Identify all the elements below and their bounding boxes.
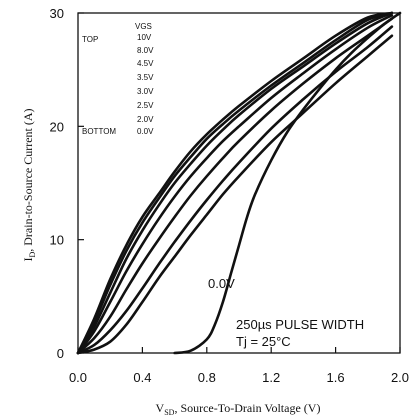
legend-entry-3: 3.5V [137,73,154,82]
temperature-annotation: Tj = 25°C [236,334,291,349]
legend: VGS TOP BOTTOM 10V 8.0V 4.5V 3.5V 3.0V 2… [82,22,154,136]
x-axis-label: VSD, Source-To-Drain Voltage (V) [156,401,321,417]
series-line-8-0v [76,11,394,355]
x-axis-label-rest: , Source-To-Drain Voltage (V) [174,401,320,415]
x-tick-label-5: 2.0 [391,370,409,385]
y-tick-label-1: 10 [50,233,64,248]
y-tick-label-3: 30 [50,6,64,21]
legend-top-label: TOP [82,35,98,44]
x-tick-label-3: 1.2 [262,370,280,385]
legend-entry-4: 3.0V [137,87,154,96]
legend-entry-0: 10V [137,33,152,42]
plot-frame [77,12,401,354]
legend-entry-6: 2.0V [137,115,154,124]
series-line-3-5v [76,14,394,355]
legend-bottom-label: BOTTOM [82,127,116,136]
series-line-0-0v [173,11,402,355]
x-tick-label-0: 0.0 [69,370,87,385]
y-tick-label-0: 0 [57,346,64,361]
y-axis-label-sub: D [28,252,37,258]
legend-entry-7: 0.0V [137,127,154,136]
curves-layer [76,11,402,355]
x-tick-label-4: 1.6 [327,370,345,385]
y-axis-label: ID, Drain-to-Source Current (A) [21,108,37,261]
legend-entry-5: 2.5V [137,101,154,110]
series-line-10v [76,11,394,355]
legend-entry-2: 4.5V [137,59,154,68]
series-line-2-5v [76,25,394,355]
x-tick-label-1: 0.4 [133,370,151,385]
svg-text:ID, Drain-to-Source Current (A: ID, Drain-to-Source Current (A) [21,108,37,261]
y-axis-label-rest: , Drain-to-Source Current (A) [21,108,35,251]
series-line-2-0v [76,34,394,355]
series-line-4-5v [76,11,394,355]
legend-entry-1: 8.0V [137,46,154,55]
x-axis-label-main: V [156,401,165,415]
x-axis-label-sub: SD [164,408,174,417]
ticks-layer: 0.0 0.4 0.8 1.2 1.6 2.0 0 10 20 30 [50,6,410,385]
legend-header: VGS [135,22,152,31]
y-tick-label-2: 20 [50,119,64,134]
y-axis-label-main: I [21,258,35,262]
pulse-width-annotation: 250µs PULSE WIDTH [236,317,364,332]
curve-label-0v: 0.0V [208,276,235,291]
series-line-3-0v [76,17,394,355]
x-tick-label-2: 0.8 [198,370,216,385]
